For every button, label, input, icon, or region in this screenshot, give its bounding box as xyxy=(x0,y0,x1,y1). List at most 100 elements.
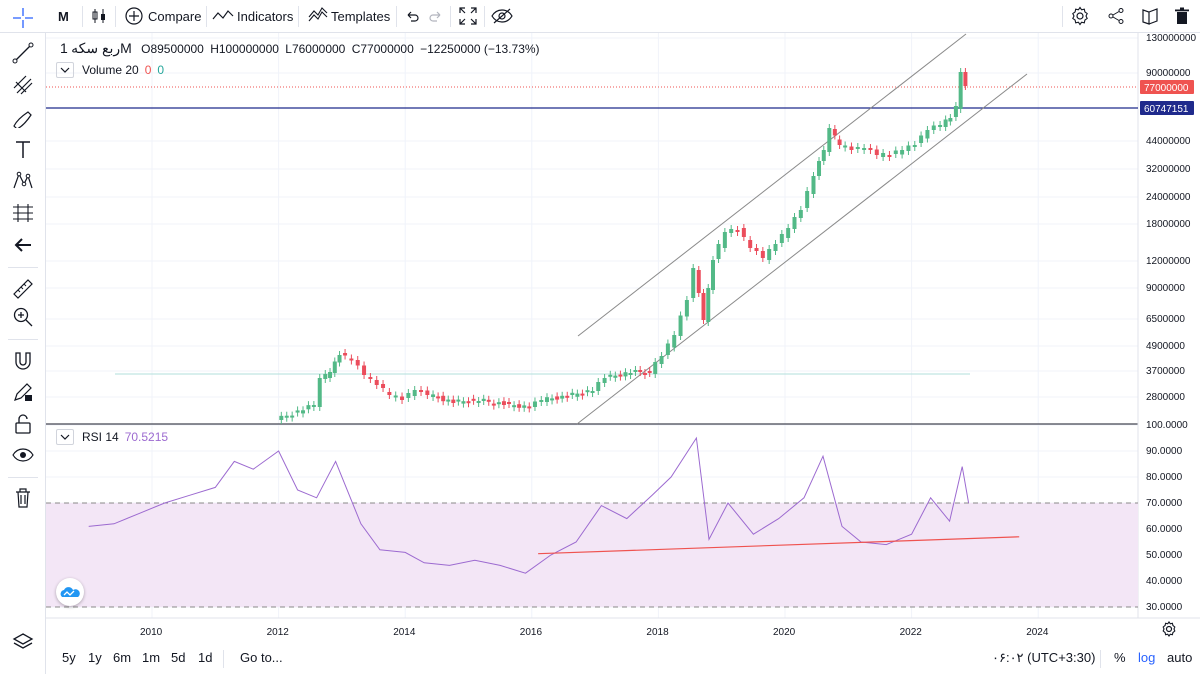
candle-body xyxy=(792,217,797,229)
candle-body xyxy=(486,399,491,402)
candle-body xyxy=(868,148,873,150)
auto-toggle[interactable]: auto xyxy=(1167,650,1193,665)
crosshair-tool[interactable] xyxy=(10,5,36,31)
book-icon xyxy=(1142,8,1158,25)
object-tree-tool[interactable] xyxy=(10,629,36,655)
settings-button[interactable] xyxy=(1070,0,1090,32)
separator xyxy=(298,6,299,27)
rsi-tick-label: 80.0000 xyxy=(1146,472,1183,483)
redo-button[interactable] xyxy=(428,0,444,32)
candle-body xyxy=(343,353,348,356)
pencil-lock-icon xyxy=(14,383,32,401)
rsi-tick-label: 60.0000 xyxy=(1146,524,1183,535)
collapse-rsi-button[interactable] xyxy=(56,429,74,445)
price-tick-label: 130000000 xyxy=(1146,33,1196,44)
redo-icon xyxy=(429,11,441,22)
candle-body xyxy=(446,399,451,402)
candle-body xyxy=(539,400,544,402)
percent-toggle[interactable]: % xyxy=(1114,650,1126,665)
zoom-tool[interactable] xyxy=(10,304,36,330)
candle-body xyxy=(963,72,968,86)
indicators-button[interactable]: Indicators xyxy=(212,0,293,32)
candle-body xyxy=(451,399,456,403)
eye-off-icon xyxy=(491,8,513,24)
candle-body xyxy=(893,150,898,154)
rsi-line xyxy=(88,436,970,574)
range-button-5y[interactable]: 5y xyxy=(62,650,76,665)
pattern-tool[interactable] xyxy=(10,168,36,194)
candle-body xyxy=(832,129,837,136)
prediction-tool[interactable] xyxy=(10,200,36,226)
magnet-tool[interactable] xyxy=(10,347,36,373)
candle-body xyxy=(912,145,917,147)
back-tool[interactable] xyxy=(10,232,36,258)
candle-body xyxy=(436,396,441,399)
time-axis: 2010 2012 2014 2016 2018 2020 2022 2024 xyxy=(140,627,1049,638)
log-toggle[interactable]: log xyxy=(1138,650,1156,665)
snapshot-button[interactable] xyxy=(1140,0,1160,32)
range-button-1y[interactable]: 1y xyxy=(88,650,102,665)
candle-body xyxy=(501,401,506,405)
compare-button[interactable]: Compare xyxy=(124,0,201,32)
brush-tool[interactable] xyxy=(10,104,36,130)
undo-button[interactable] xyxy=(404,0,420,32)
rsi-tick-label: 100.0000 xyxy=(1146,420,1188,431)
tv-logo[interactable] xyxy=(56,578,84,606)
candle-body xyxy=(522,405,527,408)
pitchfork-tool[interactable] xyxy=(10,72,36,98)
delete-button[interactable] xyxy=(1174,0,1190,32)
volume-legend: Volume 20 0 0 xyxy=(56,62,164,78)
trendline-tool[interactable] xyxy=(10,40,36,66)
separator xyxy=(8,267,38,268)
separator xyxy=(1100,650,1101,668)
goto-button[interactable]: Go to... xyxy=(240,650,283,665)
range-button-6m[interactable]: 6m xyxy=(113,650,132,665)
range-button-1d[interactable]: 1d xyxy=(198,650,213,665)
undo-icon xyxy=(407,11,419,22)
candle-body xyxy=(748,240,753,248)
candle-body xyxy=(678,315,683,336)
interval-label: M xyxy=(58,8,69,24)
range-button-5d[interactable]: 5d xyxy=(171,650,186,665)
rsi-tick-label: 30.0000 xyxy=(1146,602,1183,613)
time-tick-label: 2024 xyxy=(1026,627,1049,638)
chart-type-button[interactable] xyxy=(90,0,108,32)
visibility-tool[interactable] xyxy=(10,442,36,468)
share-button[interactable] xyxy=(1107,0,1125,32)
stay-drawing-tool[interactable] xyxy=(10,379,36,405)
candle-body xyxy=(306,405,311,410)
clock-label[interactable]: ۰۶:۰۲ (UTC+3:30) xyxy=(992,650,1096,665)
text-tool[interactable] xyxy=(10,136,36,162)
share-icon xyxy=(1108,8,1124,24)
hide-drawings-button[interactable] xyxy=(491,0,513,32)
measure-tool[interactable] xyxy=(10,276,36,302)
legend-high: H100000000 xyxy=(210,42,279,56)
price-tick-label: 18000000 xyxy=(1146,219,1191,230)
candle-body xyxy=(741,228,746,237)
candle-body xyxy=(779,234,784,243)
candle-body xyxy=(827,128,832,152)
axis-settings-button[interactable] xyxy=(1161,621,1177,642)
rsi-value: 70.5215 xyxy=(124,430,169,444)
templates-label: Templates xyxy=(331,8,391,24)
trash-icon xyxy=(1175,7,1189,24)
volume-label[interactable]: Volume 20 xyxy=(82,63,139,77)
templates-button[interactable]: Templates xyxy=(308,0,390,32)
candle-body xyxy=(575,393,580,397)
fullscreen-button[interactable] xyxy=(458,0,478,32)
indicators-label: Indicators xyxy=(237,8,294,24)
candle-body xyxy=(332,361,337,373)
symbol-name[interactable]: ربع سکه xyxy=(71,40,121,56)
left-toolbar xyxy=(0,8,46,674)
range-button-1m[interactable]: 1m xyxy=(142,650,161,665)
compare-label: Compare xyxy=(148,8,202,24)
collapse-legend-button[interactable] xyxy=(56,62,74,78)
remove-tool[interactable] xyxy=(10,485,36,511)
price-tick-label: 44000000 xyxy=(1146,136,1191,147)
rsi-label[interactable]: RSI 14 xyxy=(82,430,119,444)
volume-value-up: 0 xyxy=(157,63,165,77)
lock-tool[interactable] xyxy=(10,411,36,437)
interval-button[interactable]: M xyxy=(58,0,69,32)
price-tick-label: 4900000 xyxy=(1146,341,1185,352)
